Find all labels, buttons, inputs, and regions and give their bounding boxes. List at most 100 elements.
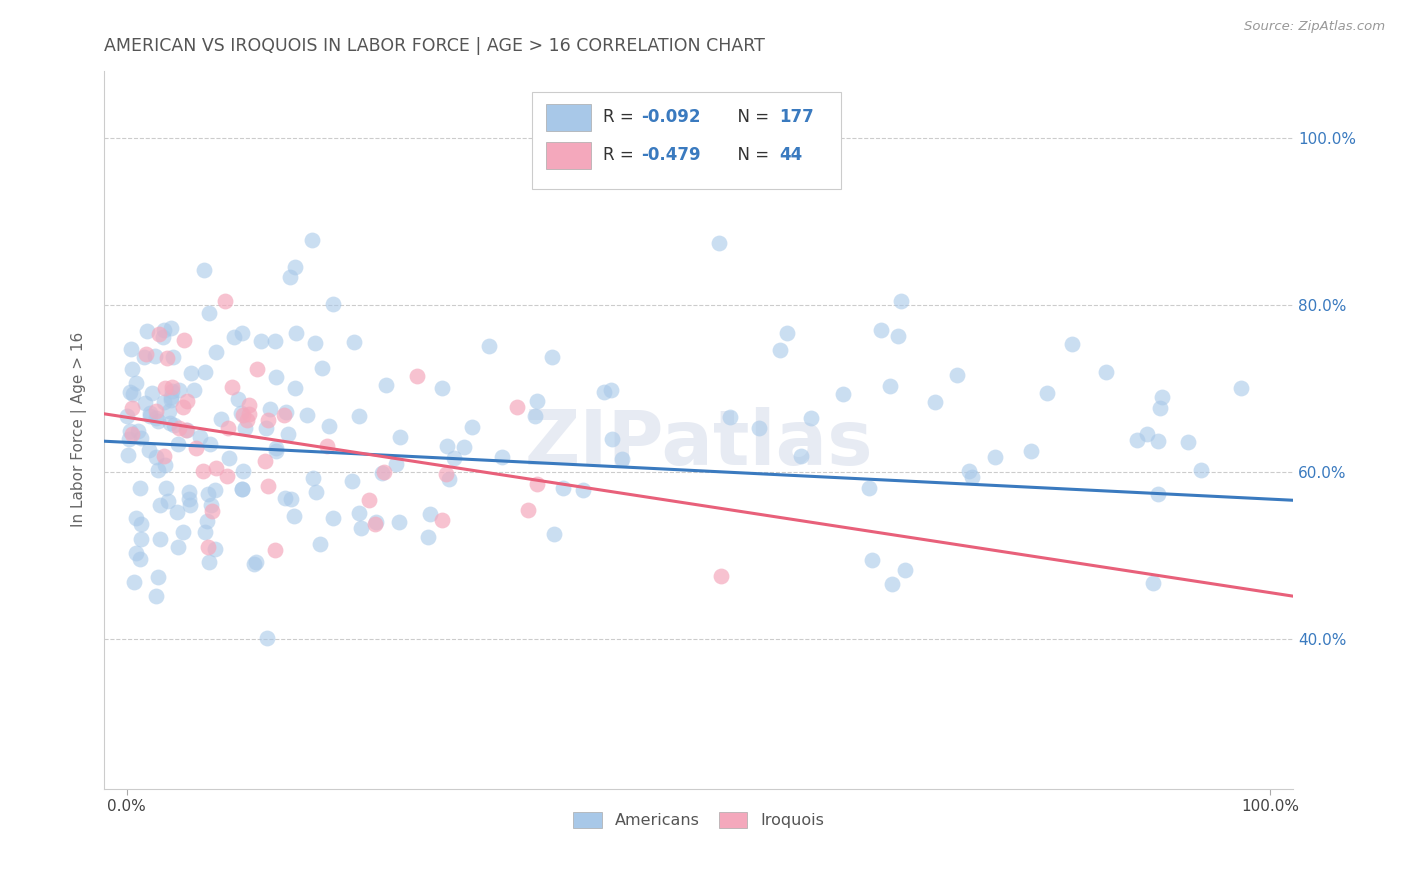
Point [214,294,236,309]
Point [224,330,246,344]
Point [162,350,184,364]
FancyBboxPatch shape [547,142,592,169]
Point [432,513,454,527]
Point [194,524,217,539]
Point [231,326,253,340]
Point [405,369,427,384]
Point [146,463,169,477]
Point [179,498,201,512]
Point [273,408,295,422]
Y-axis label: In Labor Force | Age > 16: In Labor Force | Age > 16 [72,332,87,527]
Point [309,537,332,551]
Point [141,386,163,401]
Point [236,413,259,427]
Point [256,631,278,645]
Point [1126,433,1149,447]
Point [124,574,146,589]
Point [197,540,219,554]
Point [139,406,162,420]
Point [233,420,256,434]
Point [612,451,634,466]
Point [124,376,146,390]
Point [924,395,946,409]
Point [228,392,250,407]
Point [506,400,529,414]
Point [157,404,180,418]
Point [1147,486,1170,500]
Text: AMERICAN VS IROQUOIS IN LABOR FORCE | AGE > 16 CORRELATION CHART: AMERICAN VS IROQUOIS IN LABOR FORCE | AG… [104,37,765,55]
Point [385,457,408,471]
Point [129,532,152,546]
Point [120,342,142,356]
Point [957,464,980,478]
Point [893,563,915,577]
Point [250,334,273,349]
Point [160,392,183,407]
Point [245,555,267,569]
Point [860,552,883,566]
Point [870,323,893,337]
Point [1147,434,1170,449]
Point [1150,390,1173,404]
Point [135,346,157,360]
Point [198,555,221,569]
Point [419,508,441,522]
Point [153,381,176,395]
Point [304,485,326,500]
Point [159,321,181,335]
Point [283,508,305,523]
Point [177,492,200,507]
Point [831,387,853,401]
Point [172,400,194,414]
Point [188,430,211,444]
Point [430,381,453,395]
Point [301,233,323,247]
Text: R =: R = [603,146,640,164]
FancyBboxPatch shape [531,92,841,189]
Point [316,439,339,453]
Point [374,377,396,392]
Point [121,361,143,376]
Point [155,351,177,365]
Point [259,401,281,416]
Point [1095,365,1118,379]
Point [166,540,188,554]
Point [232,408,254,422]
Point [523,409,546,424]
Point [217,469,239,483]
Point [1149,401,1171,415]
Point [984,450,1007,464]
Text: N =: N = [727,109,775,127]
Point [167,437,190,451]
Text: N =: N = [727,146,775,164]
Point [180,366,202,380]
Point [160,384,183,398]
Point [128,481,150,495]
Point [790,449,813,463]
Point [388,515,411,529]
Point [748,421,770,435]
Point [118,385,141,400]
Point [541,350,564,364]
Point [478,339,501,353]
Point [707,235,730,250]
Point [117,448,139,462]
Point [218,451,240,466]
Point [159,417,181,431]
Point [238,398,260,412]
Text: Source: ZipAtlas.com: Source: ZipAtlas.com [1244,20,1385,33]
Point [205,344,228,359]
Point [231,483,253,497]
Point [350,521,373,535]
Point [858,481,880,495]
Point [121,426,143,441]
Point [167,383,190,397]
Text: ZIPatlas: ZIPatlas [524,407,873,481]
Point [118,432,141,446]
Point [231,406,253,420]
Point [221,379,243,393]
Point [880,577,903,591]
Point [135,325,157,339]
Point [152,449,174,463]
Point [153,323,176,337]
